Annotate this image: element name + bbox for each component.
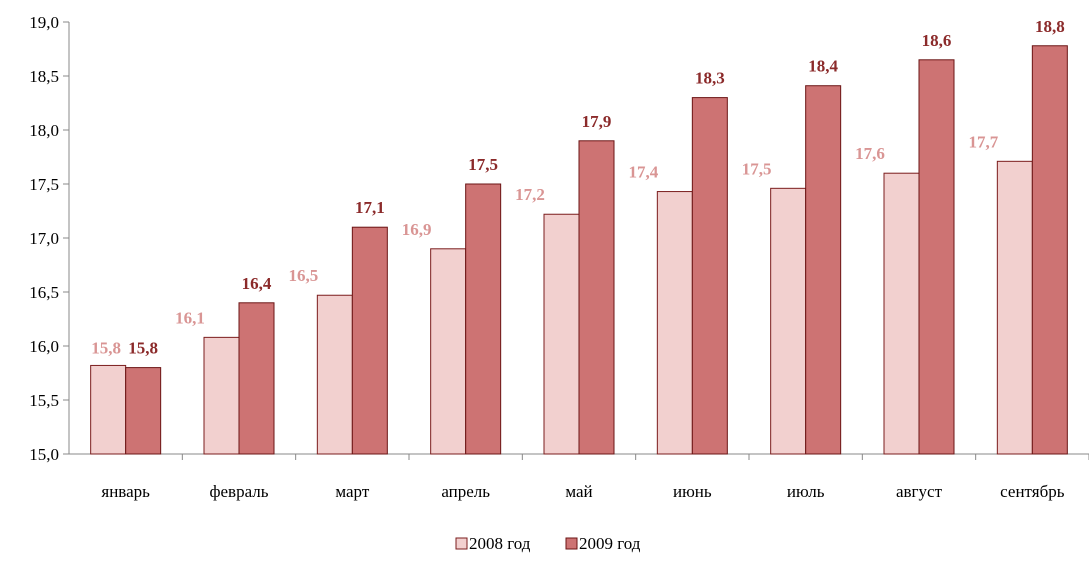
- bars: [90, 45, 1068, 455]
- data-label-2009: 15,8: [128, 339, 158, 358]
- y-tick-label: 17,0: [29, 229, 59, 248]
- data-label-2009: 17,1: [355, 198, 385, 217]
- x-category-label: июль: [787, 482, 825, 501]
- bar-2008: [90, 364, 127, 455]
- y-tick-label: 16,0: [29, 337, 59, 356]
- y-tick-label: 15,5: [29, 391, 59, 410]
- data-label-2009: 18,4: [808, 57, 838, 76]
- bar-2009: [578, 140, 615, 455]
- data-label-2008: 17,6: [855, 144, 885, 163]
- x-category-label: февраль: [209, 482, 268, 501]
- x-category-label: май: [565, 482, 592, 501]
- data-label-2008: 16,1: [175, 308, 205, 327]
- x-category-label: июнь: [673, 482, 712, 501]
- y-tick-label: 19,0: [29, 13, 59, 32]
- data-labels: 15,8 15,8 16,1 16,4 16,5 17,1 16,9 17,5 17,2 17,9…: [91, 17, 1064, 358]
- x-category-label: сентябрь: [1000, 482, 1065, 501]
- bar-2009: [691, 97, 728, 455]
- data-label-2008: 17,2: [515, 185, 545, 204]
- bar-2009: [1031, 45, 1068, 455]
- bar-2009: [918, 59, 955, 455]
- legend-swatch-2008: [455, 537, 468, 550]
- data-label-2008: 16,9: [402, 220, 432, 239]
- x-category-label: январь: [101, 482, 150, 501]
- data-label-2008: 17,4: [628, 163, 658, 182]
- bar-2009: [805, 85, 842, 455]
- bar-2009: [465, 183, 502, 455]
- bar-2009: [351, 226, 388, 455]
- bar-2008: [656, 191, 693, 455]
- bar-2008: [203, 336, 240, 455]
- x-category-label: апрель: [441, 482, 490, 501]
- x-category-label: март: [335, 482, 369, 501]
- data-label-2009: 17,9: [582, 112, 612, 131]
- bar-2008: [996, 160, 1033, 455]
- bar-2008: [883, 172, 920, 455]
- y-tick-label: 16,5: [29, 283, 59, 302]
- bar-2009: [238, 302, 275, 455]
- data-label-2009: 18,8: [1035, 17, 1065, 36]
- bar-2009: [125, 367, 162, 455]
- data-label-2009: 17,5: [468, 155, 498, 174]
- y-tick-label: 18,0: [29, 121, 59, 140]
- axes: 15,0 15,5 16,0 16,5 17,0 17,5 18,0 18,5 19,0 янва…: [29, 13, 1089, 501]
- data-label-2009: 18,6: [922, 31, 952, 50]
- y-tick-label: 15,0: [29, 445, 59, 464]
- x-category-label: август: [896, 482, 943, 501]
- bar-2008: [316, 294, 353, 455]
- bar-2008: [430, 248, 467, 455]
- legend-label-2009: 2009 год: [579, 534, 641, 553]
- data-label-2008: 17,7: [968, 132, 998, 151]
- legend: 2008 год 2009 год: [455, 534, 641, 553]
- legend-label-2008: 2008 год: [469, 534, 531, 553]
- data-label-2009: 18,3: [695, 69, 725, 88]
- bar-2008: [770, 187, 807, 455]
- y-tick-label: 17,5: [29, 175, 59, 194]
- y-tick-label: 18,5: [29, 67, 59, 86]
- data-label-2008: 17,5: [742, 159, 772, 178]
- data-label-2008: 16,5: [288, 266, 318, 285]
- bar-2008: [543, 213, 580, 455]
- legend-swatch-2009: [565, 537, 578, 550]
- data-label-2008: 15,8: [91, 338, 121, 357]
- data-label-2009: 16,4: [242, 274, 272, 293]
